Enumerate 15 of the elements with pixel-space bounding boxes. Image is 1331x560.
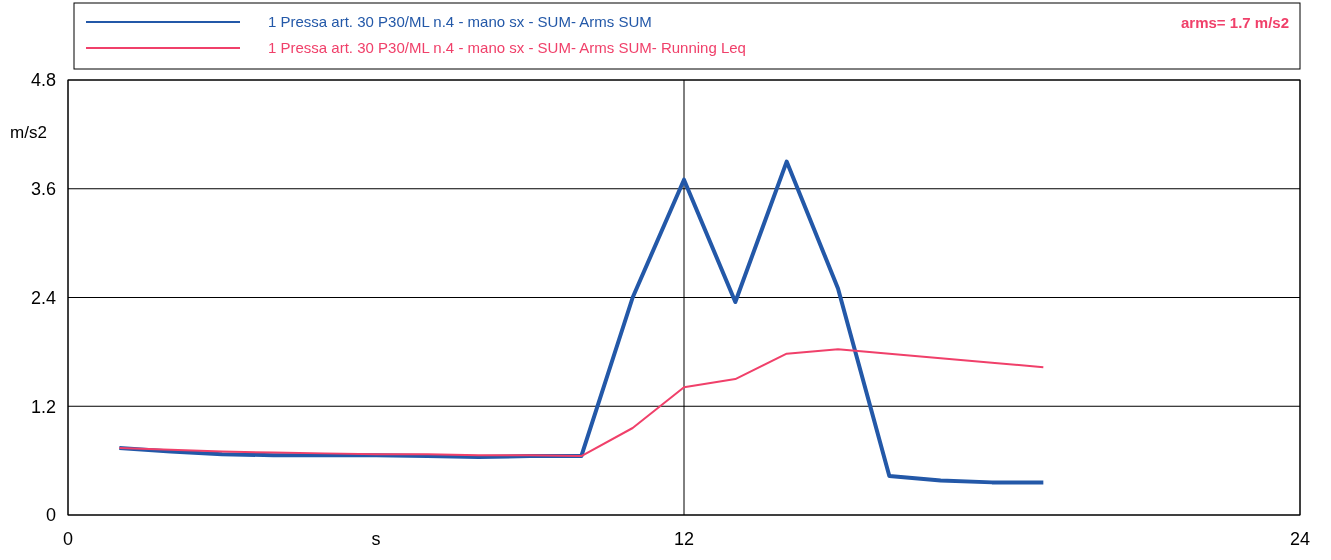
y-tick-label: 0 (45, 505, 56, 526)
x-tick-label: 24 (1289, 529, 1311, 549)
x-axis-title: s (371, 529, 381, 549)
y-tick-label: 4.8 (30, 70, 56, 91)
y-axis-title: m/s2 (10, 123, 47, 142)
x-tick-label: 0 (62, 529, 74, 549)
x-tick-label: 12 (673, 529, 695, 549)
line-series (118, 348, 1045, 458)
y-tick-label: 3.6 (30, 179, 56, 200)
y-tick-label: 2.4 (30, 287, 56, 308)
y-tick-label: 1.2 (30, 396, 56, 417)
line-series (117, 159, 1046, 485)
text: 1 Pressa art. 30 P30/ML n.4 - mano sx - SUM- Arms SUM- Running Leq (268, 39, 746, 57)
text: arms= 1.7 m/s2 (1181, 14, 1289, 31)
text: 1 Pressa art. 30 P30/ML n.4 - mano sx - SUM- Arms SUM (268, 13, 652, 31)
